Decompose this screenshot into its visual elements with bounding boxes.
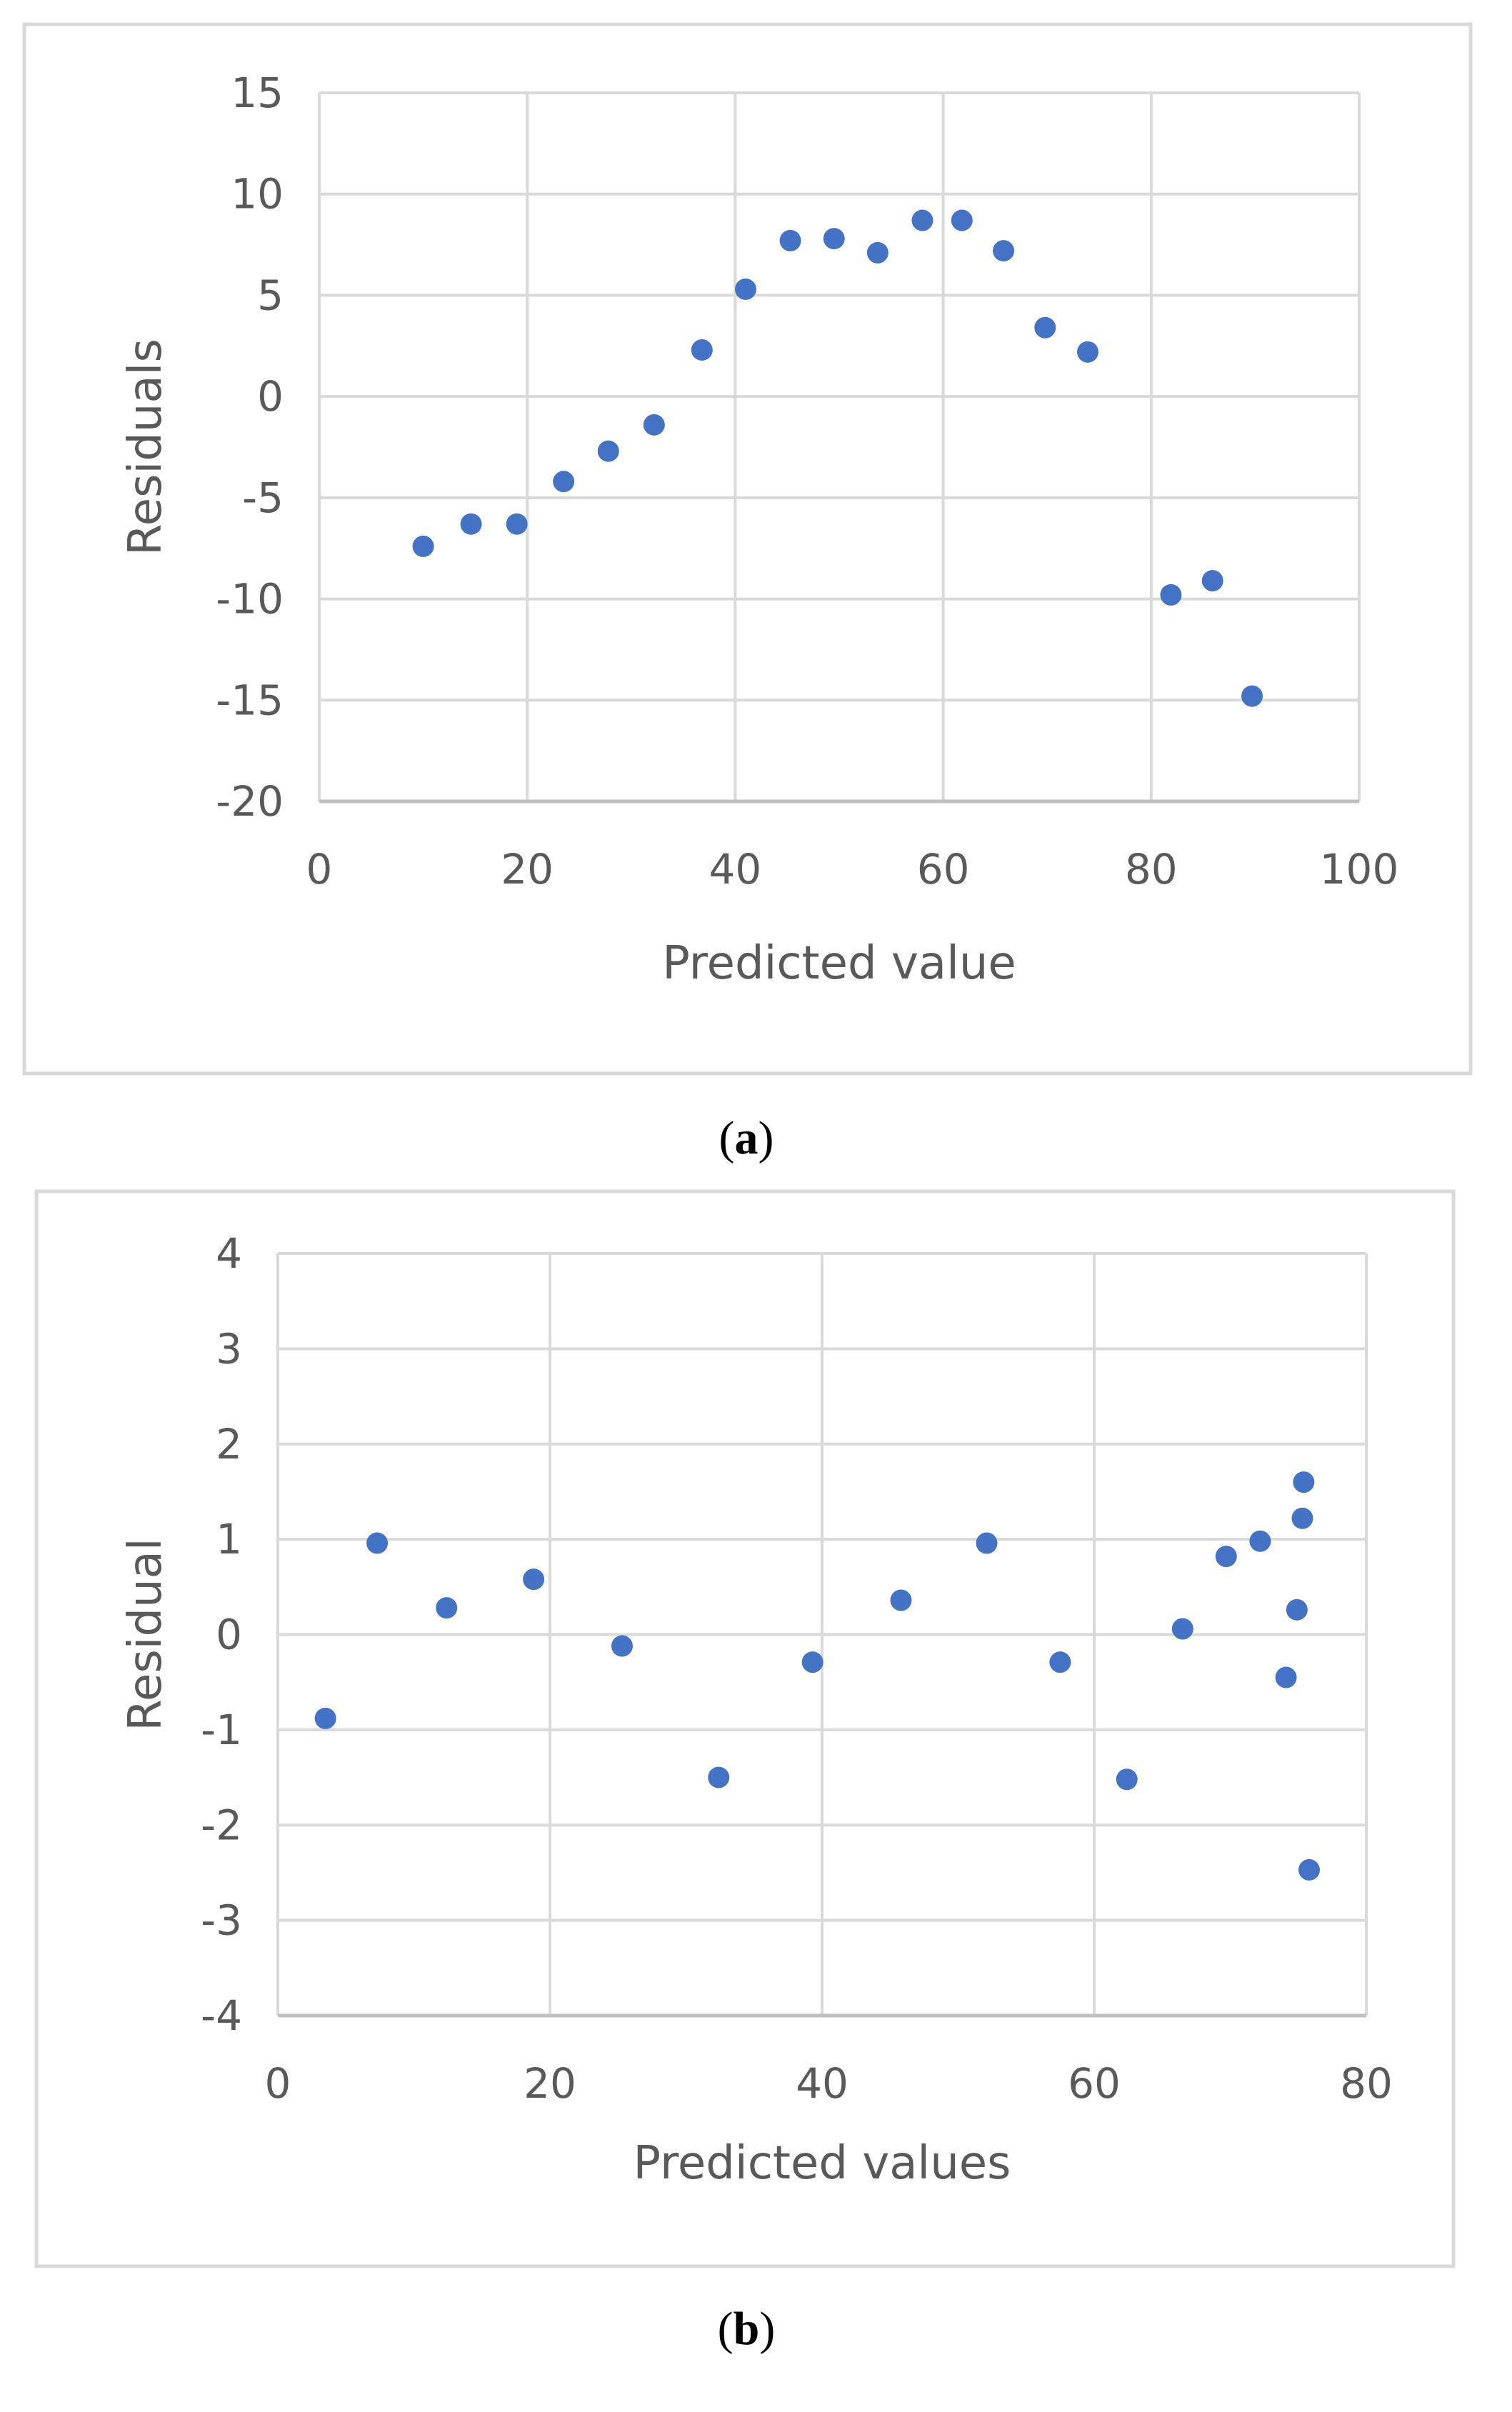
caption-letter: a — [735, 1112, 758, 1164]
data-point — [1049, 1651, 1071, 1673]
figure-caption: (a) — [719, 1112, 774, 1164]
data-point — [890, 1589, 912, 1611]
data-point — [1116, 1768, 1138, 1791]
data-point — [436, 1597, 458, 1619]
data-point — [708, 1766, 730, 1788]
x-tick-label: 100 — [1320, 845, 1399, 894]
data-point — [691, 339, 713, 361]
data-point — [1160, 584, 1182, 606]
data-point — [951, 209, 973, 231]
data-point — [1201, 570, 1223, 592]
data-point — [1215, 1546, 1237, 1568]
data-point — [734, 278, 756, 300]
data-point — [553, 471, 575, 493]
y-tick-label: -4 — [201, 1991, 242, 2040]
y-tick-label: -15 — [216, 676, 284, 724]
data-point — [460, 513, 482, 535]
x-tick-label: 40 — [796, 2059, 848, 2108]
chart-a: -20 -15 -10 -5 0 5 10 15 0 20 40 60 80 100 Predicted v… — [22, 22, 1473, 1164]
data-point — [1076, 341, 1098, 363]
caption-letter: b — [734, 2303, 760, 2355]
x-tick-label: 20 — [501, 845, 554, 894]
data-point — [1293, 1471, 1315, 1493]
x-tick-label: 40 — [709, 845, 761, 894]
data-point — [1298, 1858, 1320, 1881]
y-tick-label: -20 — [216, 777, 284, 826]
y-tick-label: 1 — [216, 1515, 242, 1563]
data-point — [366, 1532, 389, 1554]
x-tick-label: 80 — [1340, 2059, 1393, 2108]
data-point — [1171, 1618, 1193, 1640]
data-point — [1291, 1507, 1313, 1529]
data-point — [412, 535, 434, 557]
y-tick-label: 4 — [216, 1229, 242, 1278]
data-point — [976, 1532, 998, 1554]
y-tick-label: 2 — [216, 1420, 242, 1468]
data-point — [823, 228, 845, 250]
figure-caption: (b) — [718, 2303, 776, 2355]
data-point — [314, 1707, 336, 1729]
x-axis-title: Predicted values — [634, 2137, 1011, 2190]
x-tick-label: 20 — [524, 2059, 576, 2108]
data-point — [643, 414, 665, 436]
data-point — [993, 240, 1015, 262]
data-point — [911, 209, 933, 231]
y-tick-label: -3 — [201, 1896, 242, 1945]
data-point — [866, 241, 888, 264]
y-tick-label: -2 — [201, 1801, 242, 1849]
data-point — [1249, 1530, 1271, 1552]
x-axis-title: Predicted value — [662, 937, 1016, 990]
data-point — [1275, 1666, 1297, 1688]
y-tick-label: 0 — [257, 372, 284, 421]
y-tick-label: 15 — [231, 69, 284, 117]
chart-frame — [22, 22, 1473, 1076]
data-point — [523, 1568, 545, 1591]
data-point — [1241, 685, 1263, 707]
x-tick-label: 60 — [917, 845, 970, 894]
x-tick-label: 80 — [1125, 845, 1178, 894]
data-point — [1286, 1598, 1308, 1621]
y-tick-label: 5 — [257, 271, 284, 319]
x-tick-label: 0 — [265, 2059, 291, 2108]
x-tick-label: 60 — [1068, 2059, 1121, 2108]
y-axis-title: Residuals — [119, 339, 172, 556]
y-tick-label: -5 — [242, 474, 284, 522]
x-tick-label: 0 — [306, 845, 333, 894]
data-point — [597, 440, 619, 462]
y-tick-label: 10 — [231, 170, 284, 219]
data-point — [801, 1651, 823, 1673]
data-point — [611, 1635, 633, 1657]
y-axis-title: Residual — [119, 1538, 172, 1731]
y-tick-label: -10 — [216, 575, 284, 624]
y-tick-label: 0 — [216, 1611, 242, 1659]
data-point — [1034, 316, 1056, 339]
y-tick-label: -1 — [201, 1706, 242, 1754]
y-tick-label: 3 — [216, 1324, 242, 1373]
data-point — [506, 513, 528, 535]
data-point — [779, 229, 801, 251]
